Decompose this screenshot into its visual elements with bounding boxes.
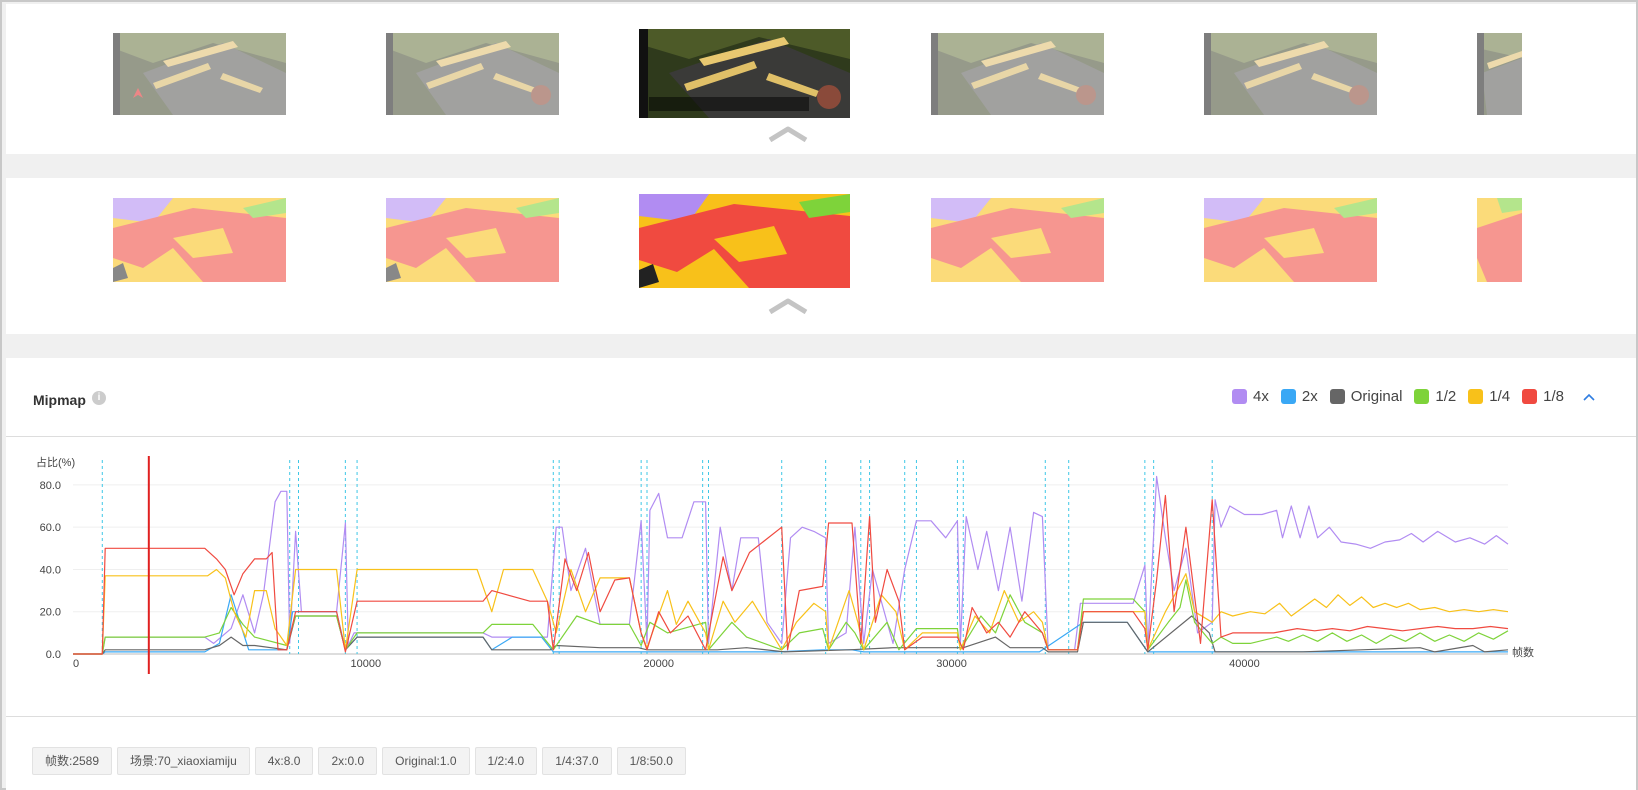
mipmap-chart[interactable]: 0.0 20.0 40.0 60.0 80.0 0 10000 20000 30000 40000…	[6, 438, 1636, 714]
screenshot-thumb-selected[interactable]	[639, 29, 850, 118]
legend-swatch	[1468, 389, 1484, 404]
legend-swatch	[1522, 389, 1538, 404]
legend-swatch	[1280, 389, 1296, 404]
info-icon[interactable]: i	[92, 391, 106, 405]
screenshot-thumb[interactable]	[931, 33, 1104, 115]
x-tick-label: 40000	[1229, 658, 1260, 670]
legend-label: 1/8	[1543, 388, 1564, 405]
tag-4x: 4x:8.0	[254, 747, 314, 775]
screenshot-thumb[interactable]	[1477, 33, 1522, 115]
legend-swatch	[1414, 389, 1430, 404]
x-axis-label: 帧数	[1512, 645, 1534, 659]
mipmap-panel: Mipmap i 4x 2x Original 1/2 1/4 1/8 0.0 2…	[6, 358, 1636, 790]
tag-scene: 场景:70_xiaoxiamiju	[117, 747, 250, 775]
series-line-original	[73, 615, 1509, 655]
legend-item-1-4[interactable]: 1/4	[1468, 388, 1510, 405]
mipmap-map-strip[interactable]	[6, 178, 1636, 334]
chevron-up-icon[interactable]	[766, 296, 810, 314]
screenshot-strip[interactable]	[6, 4, 1636, 154]
series-line-1-8	[73, 494, 1509, 655]
mipmap-map-thumb-selected[interactable]	[639, 194, 850, 288]
tag-1-2: 1/2:4.0	[474, 747, 538, 775]
tag-original: Original:1.0	[382, 747, 470, 775]
legend-swatch	[1329, 389, 1345, 404]
legend-item-1-2[interactable]: 1/2	[1414, 388, 1456, 405]
legend-item-4x[interactable]: 4x	[1232, 388, 1269, 405]
stats-tags: 帧数:2589 场景:70_xiaoxiamiju 4x:8.0 2x:0.0 …	[32, 747, 691, 775]
legend-item-1-8[interactable]: 1/8	[1522, 388, 1564, 405]
chevron-up-icon[interactable]	[766, 124, 810, 142]
y-tick-label: 20.0	[40, 607, 61, 619]
legend: 4x 2x Original 1/2 1/4 1/8	[1220, 388, 1596, 405]
legend-label: 4x	[1253, 388, 1269, 405]
chart-svg[interactable]: 0.0 20.0 40.0 60.0 80.0 0 10000 20000 30000 40000…	[6, 438, 1636, 714]
y-axis-label: 占比(%)	[36, 455, 75, 469]
y-tick-label: 40.0	[40, 564, 61, 576]
mipmap-map-thumb[interactable]	[1204, 198, 1377, 282]
legend-label: 2x	[1301, 388, 1318, 405]
divider	[6, 436, 1636, 437]
divider	[6, 716, 1636, 717]
screenshot-thumb[interactable]	[386, 33, 559, 115]
panel-title: Mipmap	[33, 392, 86, 408]
y-tick-label: 0.0	[46, 649, 61, 661]
mipmap-map-thumb[interactable]	[113, 198, 286, 282]
legend-label: Original	[1350, 388, 1403, 405]
tag-2x: 2x:0.0	[318, 747, 378, 775]
tag-1-4: 1/4:37.0	[542, 747, 612, 775]
series-line-1-2	[73, 579, 1509, 655]
mipmap-map-thumb[interactable]	[386, 198, 559, 282]
legend-item-2x[interactable]: 2x	[1280, 388, 1318, 405]
y-tick-label: 60.0	[40, 522, 61, 534]
legend-label: 1/4	[1489, 388, 1511, 405]
x-tick-label: 10000	[351, 658, 382, 670]
legend-label: 1/2	[1435, 388, 1457, 405]
legend-item-original[interactable]: Original	[1329, 388, 1403, 405]
series-line-1-4	[73, 568, 1509, 655]
y-tick-label: 80.0	[40, 480, 61, 492]
screenshot-thumb[interactable]	[1204, 33, 1377, 115]
chevron-up-icon[interactable]	[1582, 390, 1596, 404]
mipmap-map-thumb[interactable]	[931, 198, 1104, 282]
x-tick-label: 30000	[936, 658, 967, 670]
legend-swatch	[1232, 389, 1248, 404]
tag-frame: 帧数:2589	[32, 747, 113, 775]
x-tick-label: 0	[73, 658, 79, 670]
tag-1-8: 1/8:50.0	[616, 747, 686, 775]
x-tick-label: 20000	[643, 658, 674, 670]
mipmap-map-thumb[interactable]	[1477, 198, 1522, 282]
series-line-2x	[73, 594, 1508, 655]
screenshot-thumb[interactable]	[113, 33, 286, 115]
series-line-4x	[73, 475, 1509, 655]
